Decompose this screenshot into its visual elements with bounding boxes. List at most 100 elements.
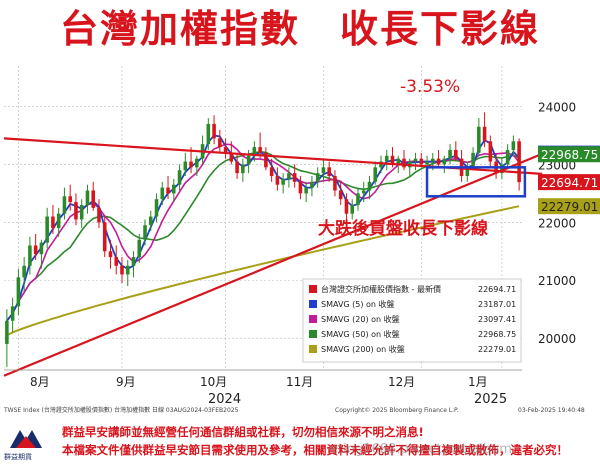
candle-body [160, 187, 165, 200]
candle-body [327, 167, 331, 177]
y-tick-label: 20000 [538, 332, 576, 346]
candle-body [74, 202, 78, 220]
candle-body [154, 199, 159, 217]
candle-body [195, 158, 199, 168]
candle-body [114, 257, 119, 266]
candle-body [91, 190, 95, 208]
candle-body [39, 242, 44, 255]
candle-body [5, 320, 9, 344]
disclaimer-line-2: 本檔案文件僅供群益早安節目需求使用及參考，相關資料未經允許不得擅自複製或散佈，違… [62, 443, 568, 457]
x-tick-label: 12月 [388, 375, 415, 389]
x-axis: 8月 9月 10月 11月 12月 1月 2024 2025 [4, 369, 522, 407]
x-tick-label: 11月 [286, 375, 313, 389]
candle-body [108, 251, 113, 258]
price-tag-price: 22694.71 [538, 174, 600, 191]
candle-body [361, 190, 366, 194]
candle-body [120, 265, 124, 275]
legend-box: 台灣證交所加權股價指數 - 最新價 22694.71 SMAVG (5) on 收盤… [302, 278, 522, 363]
legend-swatch [309, 330, 317, 338]
change-annotation: -3.53% [400, 77, 460, 97]
candle-body [85, 190, 90, 205]
candle-body [56, 213, 61, 229]
disclaimer-line-1: 群益早安講師並無經營任何通信群組或社群，切勿相信來源不明之消息! [62, 425, 424, 439]
candle-body [172, 184, 176, 194]
candle-body [333, 176, 337, 191]
price-tag-bg [538, 198, 600, 215]
x-tick-label: 8月 [30, 375, 50, 389]
x-year-label: 2024 [208, 392, 241, 407]
support-trendline [3, 152, 543, 377]
candle-body [125, 265, 130, 275]
candle-body [402, 158, 406, 168]
legend-name: 台灣證交所加權股價指數 - 最新價 [321, 284, 441, 294]
legend-name: SMAVG (5) on 收盤 [321, 299, 395, 309]
price-tag-label: 22968.75 [541, 148, 598, 162]
candle-body [281, 178, 285, 185]
candle-body [482, 126, 487, 142]
candle-body [436, 158, 441, 165]
legend-name: SMAVG (200) on 收盤 [321, 344, 405, 354]
candle-body [304, 187, 308, 194]
candle-body [189, 161, 193, 168]
candle-body [235, 161, 239, 174]
legend-value: 23187.01 [478, 300, 516, 309]
x-year-label: 2025 [474, 392, 507, 407]
candle-body [419, 158, 424, 165]
candle-body [315, 173, 320, 182]
legend-swatch [309, 285, 317, 293]
candle-body [28, 245, 32, 266]
candle-body [102, 222, 107, 252]
candle-body [16, 277, 21, 307]
x-tick-label: 1月 [468, 375, 488, 389]
candle-body [517, 141, 521, 183]
candle-body [431, 158, 435, 162]
candles [5, 112, 521, 368]
candle-body [413, 158, 418, 162]
candle-body [10, 306, 15, 321]
x-tick-label: 9月 [116, 375, 136, 389]
candle-body [258, 147, 262, 153]
candle-body [68, 196, 72, 203]
candle-body [396, 158, 401, 165]
candle-body [379, 161, 383, 168]
candle-body [148, 216, 153, 226]
logo-text: 群益期貨 [4, 453, 32, 461]
candle-body [131, 257, 136, 266]
legend-value: 22279.01 [478, 345, 516, 354]
legend-name: SMAVG (20) on 收盤 [321, 314, 400, 324]
candle-body [390, 155, 395, 165]
x-tick-label: 10月 [200, 375, 227, 389]
candle-body [183, 161, 188, 171]
candle-body [367, 181, 372, 191]
candle-body [425, 161, 429, 165]
candle-body [275, 176, 280, 185]
candle-body [338, 190, 343, 200]
candle-body [252, 147, 257, 156]
candle-body [488, 141, 493, 162]
lower-shadow-annotation: 大跌後買盤收長下影線 [318, 218, 488, 239]
price-tag-bg [538, 174, 600, 191]
candle-body [511, 141, 516, 150]
candle-body [321, 167, 326, 174]
page-title: 台灣加權指數 收長下影線 [59, 7, 540, 51]
sma50-line [6, 150, 520, 322]
price-tag-label: 22279.01 [541, 200, 598, 214]
candle-body [241, 164, 245, 174]
price-tag-sma200: 22279.01 [538, 198, 600, 215]
candle-body [373, 167, 378, 182]
candle-body [505, 149, 510, 165]
candle-body [269, 167, 274, 177]
company-logo-icon [6, 426, 46, 460]
candle-body [292, 173, 297, 182]
price-tag-label: 22694.71 [541, 176, 598, 190]
candle-body [218, 138, 222, 148]
highlight-box [425, 166, 527, 198]
candle-body [246, 155, 251, 165]
candle-body [97, 207, 101, 223]
watermark: eting1688.pixnet.net/album [330, 442, 512, 457]
candle-body [166, 187, 170, 194]
candle-body [45, 216, 49, 243]
legend-name: SMAVG (50) on 收盤 [321, 329, 400, 339]
price-tag-sma50: 22968.75 [538, 146, 600, 163]
candle-body [62, 196, 67, 214]
